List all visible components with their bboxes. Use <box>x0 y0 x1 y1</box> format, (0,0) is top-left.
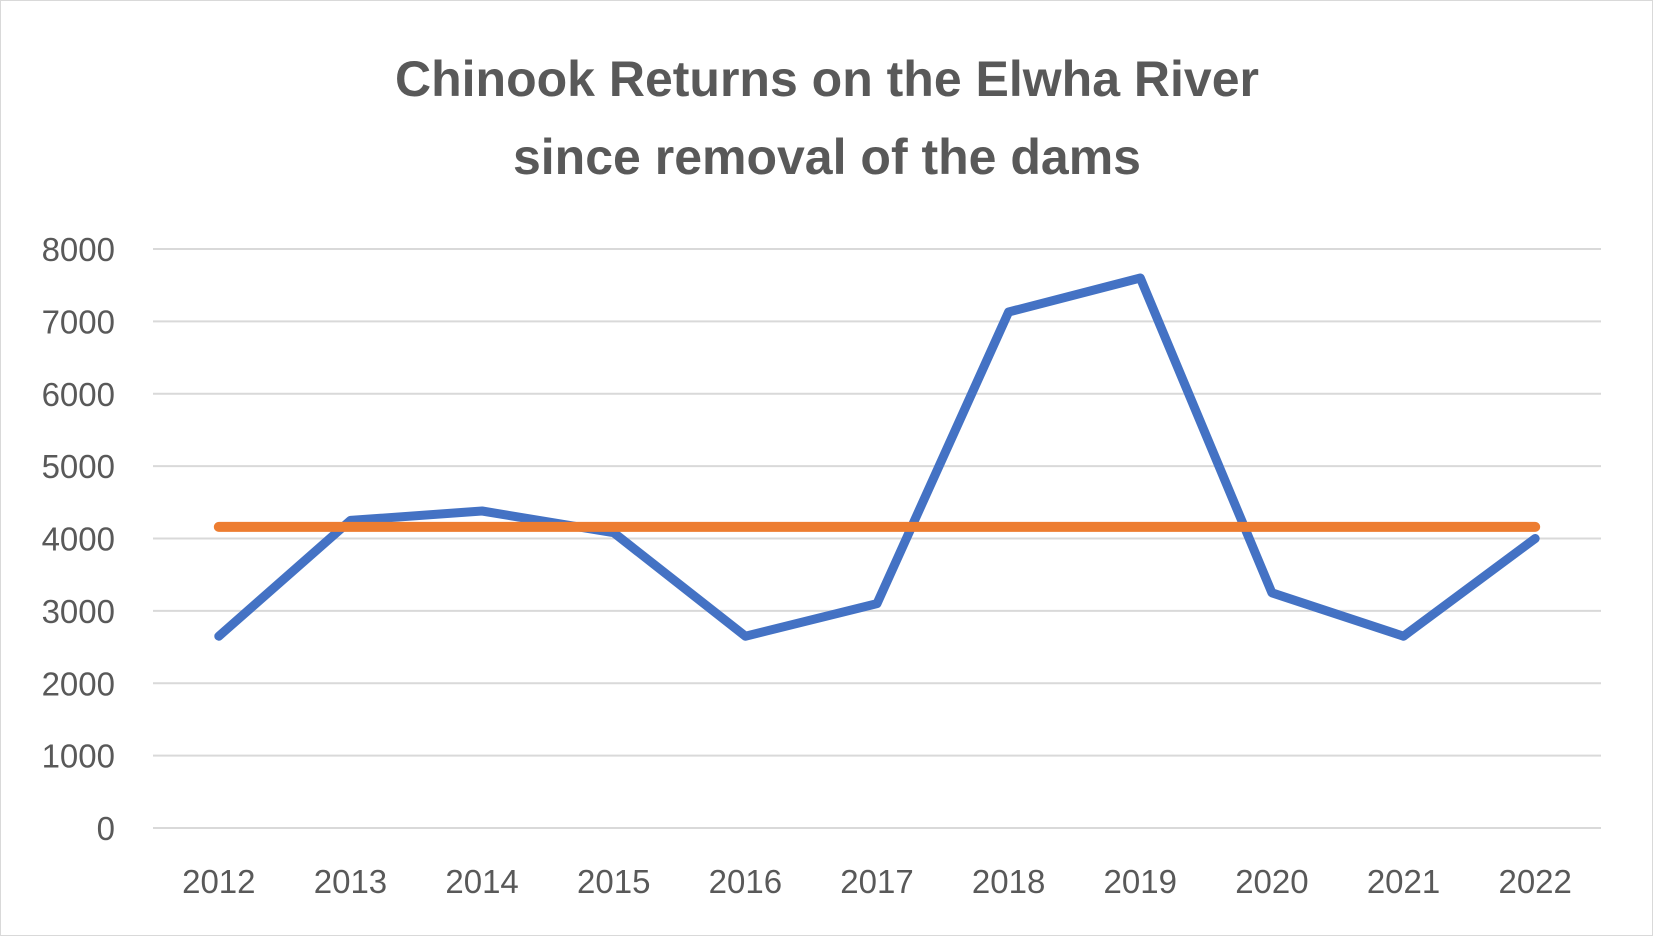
x-tick-label: 2012 <box>182 863 255 900</box>
x-tick-label: 2022 <box>1498 863 1571 900</box>
y-tick-label: 1000 <box>42 738 115 775</box>
chart-title-line-1: Chinook Returns on the Elwha River <box>395 51 1259 107</box>
y-tick-label: 5000 <box>42 448 115 485</box>
y-tick-label: 8000 <box>42 231 115 268</box>
x-tick-label: 2020 <box>1235 863 1308 900</box>
x-tick-label: 2014 <box>445 863 518 900</box>
x-tick-label: 2019 <box>1104 863 1177 900</box>
y-tick-label: 0 <box>97 810 115 847</box>
y-tick-label: 3000 <box>42 593 115 630</box>
y-axis-ticks: 0 1000 2000 3000 4000 5000 6000 7000 8000 <box>42 231 115 847</box>
y-tick-label: 6000 <box>42 376 115 413</box>
x-tick-label: 2018 <box>972 863 1045 900</box>
y-tick-label: 4000 <box>42 521 115 558</box>
gridlines <box>153 248 1601 829</box>
y-tick-label: 7000 <box>42 303 115 340</box>
x-tick-label: 2015 <box>577 863 650 900</box>
series-line-returns <box>214 273 1540 641</box>
x-tick-label: 2021 <box>1367 863 1440 900</box>
y-tick-label: 2000 <box>42 665 115 702</box>
x-tick-label: 2017 <box>840 863 913 900</box>
x-tick-label: 2013 <box>314 863 387 900</box>
chart-title-line-2: since removal of the dams <box>513 129 1141 185</box>
x-tick-label: 2016 <box>709 863 782 900</box>
series-lines <box>213 273 1541 641</box>
x-axis-ticks: 2012 2013 2014 2015 2016 2017 2018 2019 2020 2021… <box>182 863 1572 900</box>
